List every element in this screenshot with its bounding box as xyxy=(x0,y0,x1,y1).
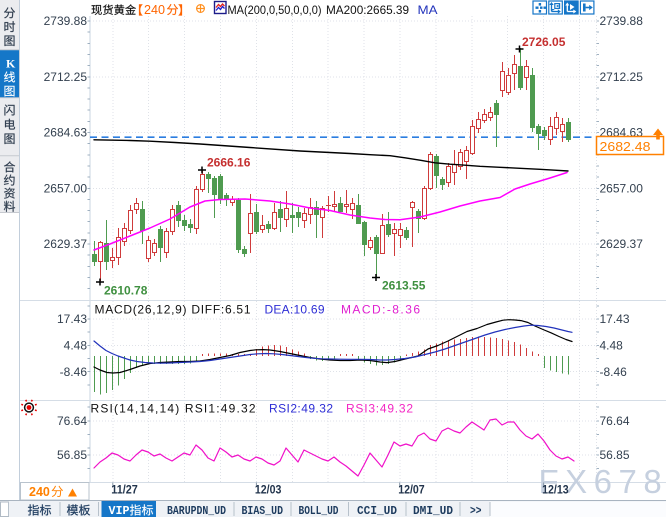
svg-text:2657.00: 2657.00 xyxy=(44,181,88,195)
svg-text:12/03: 12/03 xyxy=(255,483,282,497)
svg-text:2666.16: 2666.16 xyxy=(207,156,251,170)
svg-text:4.48: 4.48 xyxy=(600,339,624,353)
svg-text:RSI3:49.32: RSI3:49.32 xyxy=(346,402,413,416)
svg-text:2712.25: 2712.25 xyxy=(44,70,88,84)
svg-text:56.85: 56.85 xyxy=(57,448,87,462)
svg-text:12/13: 12/13 xyxy=(542,483,569,497)
svg-text:76.64: 76.64 xyxy=(600,414,630,428)
svg-text:2712.25: 2712.25 xyxy=(600,70,644,84)
svg-text:MACD(26,12,9) DIFF:6.51: MACD(26,12,9) DIFF:6.51 xyxy=(95,303,251,317)
svg-text:2610.78: 2610.78 xyxy=(104,284,148,298)
svg-text:11/27: 11/27 xyxy=(111,483,138,497)
svg-text:2684.63: 2684.63 xyxy=(44,126,88,140)
svg-text:2682.48: 2682.48 xyxy=(600,139,651,154)
svg-text:MA200:2665.39: MA200:2665.39 xyxy=(326,3,409,17)
svg-text:>>: >> xyxy=(470,505,482,517)
svg-text:2739.88: 2739.88 xyxy=(44,14,88,28)
svg-text:MA(200,0,50,0,0,0): MA(200,0,50,0,0,0) xyxy=(228,3,322,17)
svg-text:17.43: 17.43 xyxy=(600,312,630,326)
svg-text:56.85: 56.85 xyxy=(600,448,630,462)
svg-text:-8.46: -8.46 xyxy=(600,365,628,379)
svg-text:4.48: 4.48 xyxy=(64,339,88,353)
svg-text:2657.00: 2657.00 xyxy=(600,181,644,195)
svg-text:12/07: 12/07 xyxy=(398,483,425,497)
svg-text:DEA:10.69: DEA:10.69 xyxy=(265,303,325,317)
svg-text:17.43: 17.43 xyxy=(57,312,87,326)
svg-text:2629.37: 2629.37 xyxy=(600,237,644,251)
svg-text:BOLL_UD: BOLL_UD xyxy=(299,505,339,517)
svg-text:K: K xyxy=(6,57,16,71)
svg-text:RSI2:49.32: RSI2:49.32 xyxy=(269,402,333,416)
svg-text:2726.05: 2726.05 xyxy=(522,35,566,49)
svg-text:RSI(14,14,14) RSI1:49.32: RSI(14,14,14) RSI1:49.32 xyxy=(91,402,256,416)
svg-text:2629.37: 2629.37 xyxy=(44,237,88,251)
svg-text:2739.88: 2739.88 xyxy=(600,14,644,28)
svg-text:DMI_UD: DMI_UD xyxy=(413,505,453,517)
svg-text:BARUPDN_UD: BARUPDN_UD xyxy=(167,505,226,517)
svg-text:MA: MA xyxy=(418,3,438,17)
svg-text:240: 240 xyxy=(144,3,165,17)
svg-text:BIAS_UD: BIAS_UD xyxy=(242,505,284,517)
svg-text:240: 240 xyxy=(29,485,50,499)
svg-text:-8.46: -8.46 xyxy=(60,365,88,379)
svg-text:VIP: VIP xyxy=(109,504,130,517)
svg-text:76.64: 76.64 xyxy=(57,414,87,428)
svg-text:CCI_UD: CCI_UD xyxy=(357,505,397,517)
svg-text:2613.55: 2613.55 xyxy=(382,279,426,293)
